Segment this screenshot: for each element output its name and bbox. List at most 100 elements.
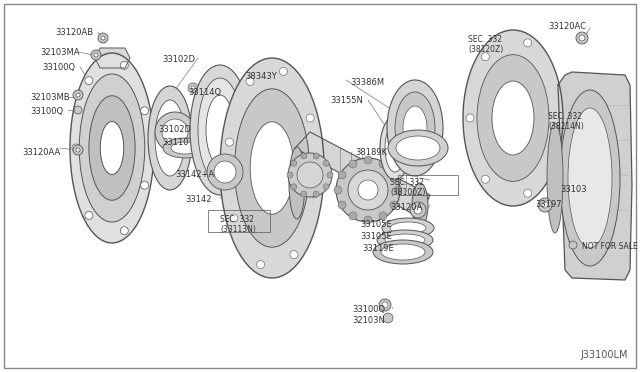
- Circle shape: [524, 39, 532, 47]
- Circle shape: [141, 107, 148, 115]
- Text: SEC. 332: SEC. 332: [468, 35, 502, 44]
- Circle shape: [410, 202, 426, 218]
- Text: 38189K: 38189K: [355, 148, 387, 157]
- Ellipse shape: [387, 80, 443, 176]
- Circle shape: [313, 191, 319, 197]
- Circle shape: [94, 53, 98, 57]
- Ellipse shape: [155, 100, 185, 176]
- Ellipse shape: [148, 86, 192, 190]
- Circle shape: [74, 106, 82, 114]
- Text: 33103: 33103: [560, 185, 587, 194]
- Ellipse shape: [385, 234, 425, 246]
- Ellipse shape: [390, 222, 426, 234]
- Circle shape: [191, 86, 195, 90]
- Text: 33120AB: 33120AB: [55, 28, 93, 37]
- Circle shape: [76, 93, 80, 97]
- Circle shape: [101, 36, 105, 40]
- Ellipse shape: [70, 53, 154, 243]
- Circle shape: [327, 172, 333, 178]
- Ellipse shape: [155, 112, 195, 152]
- Ellipse shape: [492, 81, 534, 155]
- Circle shape: [301, 153, 307, 159]
- Circle shape: [85, 77, 93, 84]
- Ellipse shape: [288, 153, 332, 197]
- Text: 33120AA: 33120AA: [22, 148, 60, 157]
- Circle shape: [579, 35, 585, 41]
- Text: 32103N: 32103N: [352, 316, 385, 325]
- Ellipse shape: [162, 119, 188, 145]
- Ellipse shape: [289, 147, 305, 219]
- Circle shape: [323, 184, 329, 190]
- Circle shape: [225, 138, 234, 146]
- Ellipse shape: [206, 95, 234, 165]
- Text: 33100Q: 33100Q: [42, 63, 75, 72]
- Polygon shape: [558, 72, 632, 280]
- Circle shape: [76, 148, 80, 152]
- Circle shape: [338, 201, 346, 209]
- Circle shape: [73, 90, 83, 100]
- Ellipse shape: [336, 158, 400, 222]
- Polygon shape: [295, 132, 430, 218]
- Text: (38214N): (38214N): [548, 122, 584, 131]
- Ellipse shape: [377, 230, 433, 250]
- Text: 32103MA: 32103MA: [40, 48, 79, 57]
- Circle shape: [310, 190, 319, 198]
- Ellipse shape: [348, 170, 388, 210]
- Ellipse shape: [250, 122, 294, 214]
- Ellipse shape: [463, 30, 563, 206]
- Circle shape: [569, 241, 577, 249]
- Circle shape: [313, 153, 319, 159]
- Ellipse shape: [190, 65, 250, 195]
- Circle shape: [390, 171, 398, 179]
- Text: 33155N: 33155N: [330, 96, 363, 105]
- Circle shape: [576, 32, 588, 44]
- Circle shape: [549, 141, 557, 150]
- Ellipse shape: [568, 108, 612, 248]
- Text: 33120A: 33120A: [390, 203, 422, 212]
- Text: 33105E: 33105E: [360, 220, 392, 229]
- Ellipse shape: [171, 142, 199, 154]
- Text: NOT FOR SALE: NOT FOR SALE: [582, 242, 637, 251]
- Circle shape: [301, 191, 307, 197]
- Circle shape: [290, 251, 298, 259]
- Text: (33113N): (33113N): [220, 225, 256, 234]
- Ellipse shape: [380, 116, 410, 180]
- Circle shape: [85, 211, 93, 219]
- Circle shape: [141, 181, 148, 189]
- Circle shape: [323, 160, 329, 166]
- Ellipse shape: [220, 58, 324, 278]
- Circle shape: [334, 186, 342, 194]
- Text: 33100Q: 33100Q: [30, 107, 63, 116]
- Circle shape: [481, 53, 490, 61]
- Ellipse shape: [89, 96, 135, 200]
- Text: 38343Y: 38343Y: [245, 72, 276, 81]
- Circle shape: [383, 313, 393, 323]
- Ellipse shape: [163, 138, 207, 158]
- Text: SEC. 332: SEC. 332: [390, 178, 424, 187]
- Circle shape: [120, 61, 128, 69]
- Ellipse shape: [403, 106, 427, 150]
- Circle shape: [291, 184, 297, 190]
- Circle shape: [382, 302, 388, 308]
- Circle shape: [349, 212, 357, 220]
- Text: 33142: 33142: [185, 195, 211, 204]
- Text: 33110: 33110: [162, 138, 189, 147]
- Circle shape: [91, 50, 101, 60]
- Circle shape: [466, 114, 474, 122]
- Circle shape: [414, 206, 422, 214]
- Text: 33100Q: 33100Q: [352, 305, 385, 314]
- Circle shape: [287, 172, 293, 178]
- Ellipse shape: [395, 92, 435, 164]
- Ellipse shape: [207, 154, 243, 190]
- Ellipse shape: [385, 124, 405, 172]
- Ellipse shape: [388, 130, 448, 166]
- Circle shape: [542, 202, 548, 208]
- Text: (38120Z): (38120Z): [468, 45, 503, 54]
- Ellipse shape: [297, 162, 323, 188]
- Ellipse shape: [396, 136, 440, 160]
- Ellipse shape: [373, 240, 433, 264]
- Text: 33102D: 33102D: [158, 125, 191, 134]
- Ellipse shape: [382, 218, 434, 238]
- Circle shape: [364, 156, 372, 164]
- Text: 33105E: 33105E: [360, 232, 392, 241]
